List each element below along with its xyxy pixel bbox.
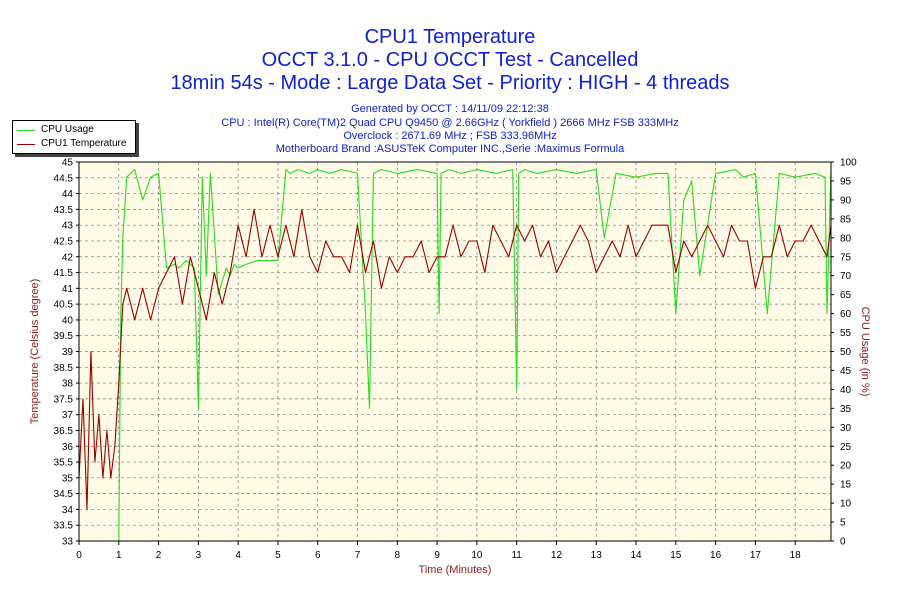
x-tick-label: 6 bbox=[315, 550, 321, 561]
y2-tick-label: 75 bbox=[840, 252, 852, 263]
chart-title: CPU1 Temperature bbox=[364, 26, 536, 48]
y-tick-label: 45 bbox=[62, 158, 74, 169]
x-tick-label: 8 bbox=[395, 550, 401, 561]
x-axis-label: Time (Minutes) bbox=[419, 564, 492, 576]
y-tick-label: 43.5 bbox=[54, 205, 74, 216]
x-tick-label: 11 bbox=[511, 550, 522, 561]
y-tick-label: 41.5 bbox=[54, 268, 74, 279]
x-tick-label: 4 bbox=[235, 550, 241, 561]
y-tick-label: 35.5 bbox=[54, 458, 74, 469]
y2-tick-label: 5 bbox=[840, 518, 846, 529]
overclock-info: Overclock : 2671.69 MHz ; FSB 333.96MHz bbox=[343, 130, 557, 142]
legend-swatch-usage bbox=[17, 130, 35, 131]
y-axis-label: Temperature (Celsius degree) bbox=[29, 279, 41, 425]
cpu-info: CPU : Intel(R) Core(TM)2 Quad CPU Q9450 … bbox=[221, 117, 679, 129]
y-tick-label: 40.5 bbox=[54, 300, 74, 311]
y-tick-label: 42 bbox=[62, 252, 74, 263]
x-tick-label: 2 bbox=[156, 550, 162, 561]
y-tick-label: 39.5 bbox=[54, 331, 74, 342]
x-tick-label: 7 bbox=[355, 550, 361, 561]
x-tick-label: 5 bbox=[275, 550, 281, 561]
legend-swatch-temp bbox=[17, 144, 35, 145]
y-tick-label: 36 bbox=[62, 442, 74, 453]
y-tick-label: 40 bbox=[62, 315, 74, 326]
x-tick-label: 13 bbox=[591, 550, 603, 561]
x-tick-label: 12 bbox=[551, 550, 563, 561]
y-tick-label: 33.5 bbox=[54, 521, 74, 532]
y-tick-label: 35 bbox=[62, 473, 74, 484]
legend-label-temp: CPU1 Temperature bbox=[41, 138, 127, 149]
y-tick-label: 36.5 bbox=[54, 426, 74, 437]
y-tick-label: 38 bbox=[62, 379, 74, 390]
y-tick-label: 34.5 bbox=[54, 489, 74, 500]
x-tick-label: 16 bbox=[710, 550, 722, 561]
y2-tick-label: 0 bbox=[840, 537, 846, 548]
y2-tick-label: 80 bbox=[840, 233, 852, 244]
x-tick-label: 0 bbox=[76, 550, 82, 561]
y-tick-label: 37 bbox=[62, 410, 74, 421]
x-tick-label: 15 bbox=[670, 550, 682, 561]
y2-tick-label: 95 bbox=[840, 176, 852, 187]
legend-label-usage: CPU Usage bbox=[41, 124, 94, 135]
x-tick-label: 3 bbox=[196, 550, 202, 561]
y2-tick-label: 45 bbox=[840, 366, 852, 377]
plot-area bbox=[79, 162, 831, 541]
y2-tick-label: 25 bbox=[840, 442, 852, 453]
x-tick-label: 18 bbox=[790, 550, 802, 561]
x-tick-label: 1 bbox=[116, 550, 122, 561]
x-tick-label: 17 bbox=[750, 550, 762, 561]
y2-tick-label: 35 bbox=[840, 404, 852, 415]
y2-tick-label: 40 bbox=[840, 385, 852, 396]
x-tick-label: 14 bbox=[630, 550, 642, 561]
chart-subtitle-2: 18min 54s - Mode : Large Data Set - Prio… bbox=[170, 72, 730, 94]
y2-tick-label: 60 bbox=[840, 309, 852, 320]
y-tick-label: 41 bbox=[62, 284, 74, 295]
series-line-cpu-usage bbox=[79, 169, 832, 542]
y-tick-label: 37.5 bbox=[54, 394, 74, 405]
chart-subtitle: OCCT 3.1.0 - CPU OCCT Test - Cancelled bbox=[261, 49, 639, 71]
y-tick-label: 39 bbox=[62, 347, 74, 358]
y2-tick-label: 65 bbox=[840, 290, 852, 301]
y-tick-label: 44 bbox=[62, 189, 74, 200]
plot-frame bbox=[78, 161, 832, 542]
y-tick-label: 43 bbox=[62, 221, 74, 232]
y2-tick-label: 85 bbox=[840, 214, 852, 225]
y2-tick-label: 50 bbox=[840, 347, 852, 358]
y2-tick-label: 15 bbox=[840, 480, 852, 491]
generated-info: Generated by OCCT : 14/11/09 22:12:38 bbox=[351, 103, 549, 115]
y-tick-label: 38.5 bbox=[54, 363, 74, 374]
y-tick-label: 33 bbox=[62, 537, 74, 548]
y2-tick-label: 90 bbox=[840, 195, 852, 206]
y-tick-label: 44.5 bbox=[54, 173, 74, 184]
y2-tick-label: 55 bbox=[840, 328, 852, 339]
y-tick-label: 34 bbox=[62, 505, 74, 516]
y2-tick-label: 70 bbox=[840, 271, 852, 282]
y-tick-label: 42.5 bbox=[54, 236, 74, 247]
x-tick-label: 10 bbox=[471, 550, 483, 561]
y2-tick-label: 20 bbox=[840, 461, 852, 472]
x-tick-label: 9 bbox=[434, 550, 440, 561]
chart-legend: CPU Usage CPU1 Temperature bbox=[12, 120, 136, 154]
motherboard-info: Motherboard Brand :ASUSTeK Computer INC.… bbox=[275, 143, 625, 155]
y2-axis-label: CPU Usage (in %) bbox=[859, 307, 871, 397]
y2-tick-label: 10 bbox=[840, 499, 852, 510]
y2-tick-label: 30 bbox=[840, 423, 852, 434]
series-line-cpu1-temperature bbox=[78, 208, 832, 510]
y2-tick-label: 100 bbox=[840, 158, 857, 169]
